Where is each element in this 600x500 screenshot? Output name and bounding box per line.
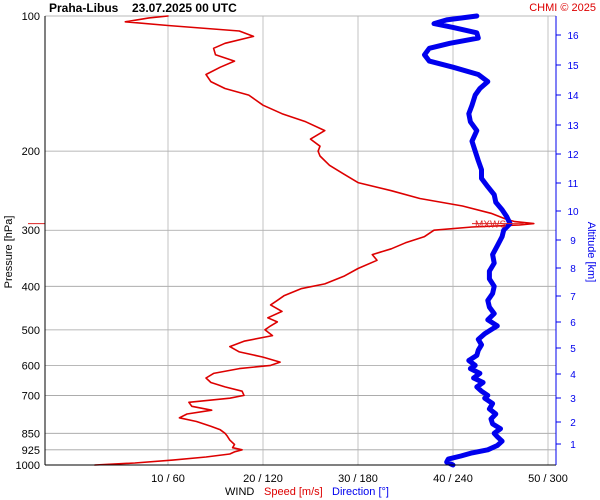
pressure-tick-label: 200 xyxy=(22,146,40,158)
altitude-axis-label: Altitude [km] xyxy=(585,222,597,283)
pressure-tick-label: 600 xyxy=(22,360,40,372)
wind-direction-line xyxy=(422,13,513,468)
wind-tick-label: 50 / 300 xyxy=(528,473,568,485)
altitude-tick-label: 4 xyxy=(570,370,576,381)
pressure-tick-label: 1000 xyxy=(16,460,40,472)
altitude-tick-label: 6 xyxy=(570,318,576,329)
pressure-tick-label: 100 xyxy=(22,11,40,23)
sounding-datetime: 23.07.2025 00 UTC xyxy=(132,1,237,15)
pressure-tick-label: 850 xyxy=(22,428,40,440)
wind-tick-label: 10 / 60 xyxy=(151,473,185,485)
x-axis-wind-label: WIND xyxy=(225,486,254,498)
altitude-tick-label: 3 xyxy=(570,394,576,405)
pressure-tick-label: 925 xyxy=(22,445,40,457)
altitude-tick-label: 2 xyxy=(570,418,576,429)
station-name: Praha-Libus xyxy=(49,1,119,15)
altitude-tick-label: 9 xyxy=(570,236,576,247)
altitude-tick-label: 15 xyxy=(567,61,579,72)
altitude-tick-label: 11 xyxy=(568,179,579,190)
wind-tick-label: 40 / 240 xyxy=(433,473,473,485)
max-wind-layer: MXWS xyxy=(28,220,524,231)
credit-text: CHMI © 2025 xyxy=(529,2,596,14)
pressure-axis-label: Pressure [hPa] xyxy=(3,216,15,289)
wind-tick-label: 20 / 120 xyxy=(243,473,283,485)
max-wind-label: MXWS xyxy=(475,220,506,231)
altitude-tick-label: 14 xyxy=(567,91,579,102)
altitude-tick-label: 16 xyxy=(567,31,579,42)
altitude-tick-label: 12 xyxy=(567,150,579,161)
series-layer xyxy=(94,13,535,468)
altitude-tick-label: 10 xyxy=(567,207,579,218)
bottom-axis-ticks: 10 / 60 20 / 120 30 / 180 40 / 240 50 / 300 xyxy=(151,473,568,485)
pressure-tick-label: 400 xyxy=(22,281,40,293)
pressure-tick-label: 500 xyxy=(22,325,40,337)
altitude-tick-label: 13 xyxy=(567,121,579,132)
pressure-tick-label: 300 xyxy=(22,225,40,237)
wind-speed-line xyxy=(94,15,535,466)
altitude-tick-label: 5 xyxy=(570,344,576,355)
pressure-axis-ticks: 100 200 300 400 500 600 700 850 925 1000 xyxy=(16,11,40,472)
wind-tick-label: 30 / 180 xyxy=(338,473,378,485)
x-axis-speed-label: Speed [m/s] xyxy=(264,486,323,498)
x-axis-direction-label: Direction [°] xyxy=(332,486,389,498)
altitude-tick-label: 8 xyxy=(570,264,576,275)
altitude-tick-label: 7 xyxy=(570,292,576,303)
pressure-tick-label: 700 xyxy=(22,390,40,402)
altitude-tick-label: 1 xyxy=(570,440,576,451)
grid xyxy=(45,15,556,465)
